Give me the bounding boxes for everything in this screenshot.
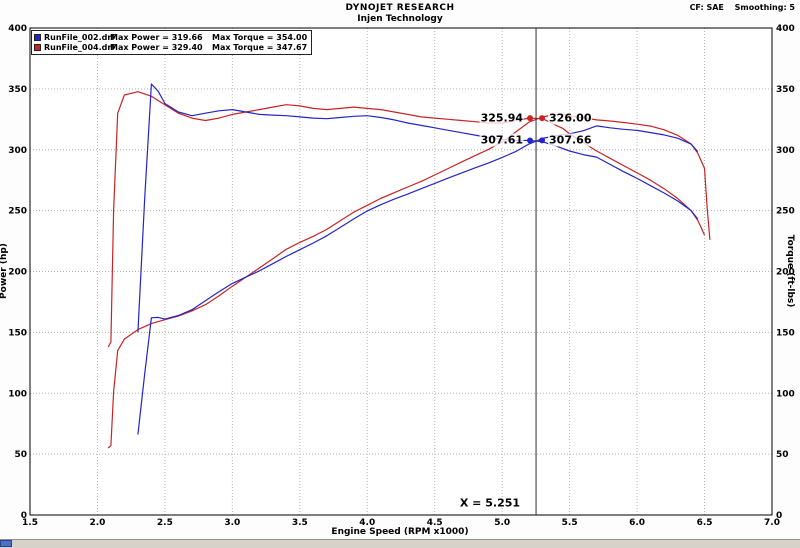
legend-box: RunFile_002.drf Max Power = 319.66 Max T… [31,30,313,55]
y-tick-label-left: 150 [8,328,27,338]
y-tick-label-right: 50 [776,450,789,460]
x-tick-label: 2.5 [157,518,173,528]
x-tick-label: 5.5 [562,518,578,528]
x-tick-label: 6.0 [629,518,645,528]
cursor-marker-dot [527,137,534,144]
cursor-marker-dot [527,115,534,122]
x-axis-label: Engine Speed (RPM x1000) [331,527,469,537]
x-tick-label: 6.5 [697,518,713,528]
y-tick-label-right: 150 [776,328,795,338]
y-tick-label-left: 250 [8,207,27,217]
plot-border [29,27,773,516]
y-tick-label-right: 250 [776,207,795,217]
x-tick-label: 3.0 [224,518,240,528]
y-tick-label-right: 200 [776,268,795,278]
x-tick-label: 1.5 [22,518,38,528]
y-tick-label-left: 50 [14,450,27,460]
y-tick-label-left: 350 [8,85,27,95]
smoothing-setting: Smoothing: 5 [734,3,795,12]
y-tick-label-right: 350 [776,85,795,95]
page-title: DYNOJET RESEARCH [345,3,455,13]
run-002-max-power: Max Power = 319.66 [110,32,203,42]
x-tick-label: 5.0 [494,518,510,528]
cf-setting: CF: SAE [689,3,724,12]
y-tick-label-right: 400 [776,24,795,34]
y-tick-label-left: 0 [21,511,27,521]
cursor-value-blue-torque: 307.66 [548,133,593,147]
series-runfile_004-torque [107,91,706,348]
x-tick-label: 4.0 [359,518,375,528]
x-tick-label: 4.5 [427,518,443,528]
x-tick-label: 2.0 [89,518,105,528]
series-runfile_004-power [107,113,711,449]
y-tick-label-left: 300 [8,146,27,156]
cursor-marker-dot [539,137,546,144]
legend-run-004: RunFile_004.drf Max Power = 329.40 Max T… [34,42,307,52]
y-tick-label-left: 200 [8,268,27,278]
run-002-file: RunFile_002.drf [44,32,115,42]
y-axis-label-power: Power (hp) [0,243,9,299]
cursor-marker-dot [539,115,546,122]
x-tick-label: 3.5 [292,518,308,528]
run-002-max-torque: Max Torque = 354.00 [212,32,308,42]
y-tick-label-right: 100 [776,389,795,399]
scrollbar-handle[interactable] [0,540,12,547]
legend-run-002: RunFile_002.drf Max Power = 319.66 Max T… [34,32,307,42]
cursor-value-red-power: 325.94 [479,111,525,125]
y-axis-label-torque: Torque (ft-lbs) [785,234,795,308]
run-004-file: RunFile_004.drf [44,42,115,52]
series-runfile_002-power [137,125,699,435]
y-tick-label-right: 300 [776,146,795,156]
run-004-max-power: Max Power = 329.40 [110,42,203,52]
y-tick-label-left: 100 [8,389,27,399]
y-tick-label-right: 0 [776,511,782,521]
correction-settings: CF: SAE Smoothing: 5 [682,3,795,12]
cursor-x-readout: X = 5.251 [459,496,521,510]
run-002-color-swatch [34,33,41,41]
x-tick-label: 7.0 [764,518,780,528]
run-004-max-torque: Max Torque = 347.67 [212,42,308,52]
y-tick-label-left: 400 [8,24,27,34]
run-004-color-swatch [34,43,41,51]
page-subtitle: Injen Technology [357,14,443,24]
series-runfile_002-torque [137,83,699,333]
cursor-value-red-torque: 326.00 [548,111,593,125]
cursor-value-blue-power: 307.61 [479,133,525,147]
horizontal-scrollbar[interactable] [0,539,800,548]
